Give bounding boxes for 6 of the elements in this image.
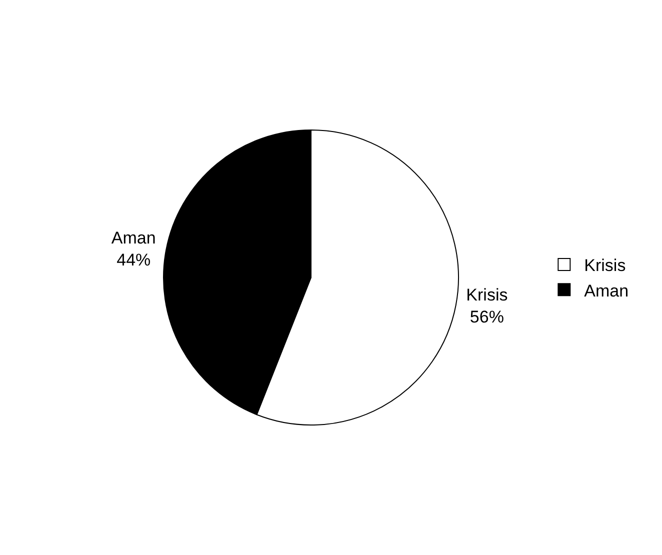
data-label: 56% (470, 307, 504, 326)
slice-label: Krisis (466, 285, 508, 304)
legend-label: Krisis (584, 256, 626, 276)
slice-label: Aman (111, 228, 156, 248)
data-label: 44% (116, 250, 151, 270)
legend-label: Aman (584, 281, 629, 300)
